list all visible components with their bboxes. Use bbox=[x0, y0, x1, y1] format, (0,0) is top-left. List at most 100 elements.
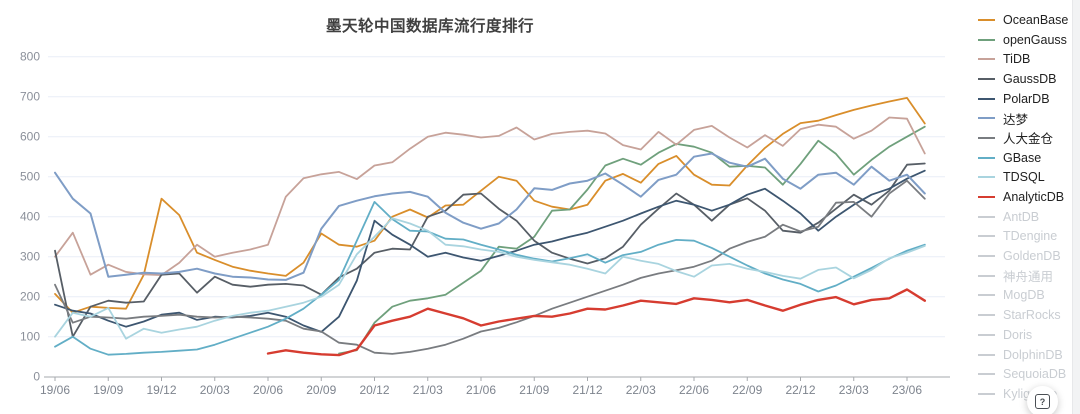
legend-label: GaussDB bbox=[1003, 71, 1057, 86]
legend-label: TDSQL bbox=[1003, 170, 1045, 185]
legend-item-SequoiaDB[interactable]: SequoiaDB bbox=[978, 364, 1076, 384]
legend-label: AntDB bbox=[1003, 209, 1040, 224]
legend-label: PolarDB bbox=[1003, 91, 1050, 106]
legend-label: StarRocks bbox=[1003, 308, 1061, 323]
legend-item-TDengine[interactable]: TDengine bbox=[978, 227, 1076, 247]
legend-label: Doris bbox=[1003, 327, 1033, 342]
y-axis-label: 100 bbox=[20, 330, 40, 344]
legend-label: openGauss bbox=[1003, 32, 1067, 47]
chart-legend: OceanBase openGauss TiDB GaussDB PolarDB 达梦人大… bbox=[978, 10, 1076, 404]
series-line-GBase bbox=[54, 200, 926, 356]
legend-item-Doris[interactable]: Doris bbox=[978, 325, 1076, 345]
legend-label: SequoiaDB bbox=[1003, 367, 1067, 382]
x-axis-label: 22/03 bbox=[626, 383, 656, 397]
legend-swatch bbox=[978, 196, 995, 199]
series-line-TiDB bbox=[54, 116, 926, 277]
chart-title: 墨天轮中国数据库流行度排行 bbox=[325, 18, 534, 35]
x-axis-label: 20/09 bbox=[306, 383, 336, 397]
legend-item-DolphinDB[interactable]: DolphinDB bbox=[978, 345, 1076, 365]
x-axis-label: 21/12 bbox=[572, 383, 602, 397]
help-button[interactable]: ? bbox=[1027, 386, 1058, 414]
legend-item-TDSQL[interactable]: TDSQL bbox=[978, 168, 1076, 188]
legend-swatch bbox=[978, 392, 995, 395]
y-axis-label: 500 bbox=[20, 170, 40, 184]
x-axis-label: 21/03 bbox=[413, 383, 443, 397]
legend-item-MogDB[interactable]: MogDB bbox=[978, 286, 1076, 306]
legend-item-GBase[interactable]: GBase bbox=[978, 148, 1076, 168]
help-icon: ? bbox=[1035, 394, 1050, 409]
page-scrollbar[interactable] bbox=[1072, 0, 1080, 414]
series-line-人大金仓 bbox=[54, 179, 926, 355]
legend-item-openGauss[interactable]: openGauss bbox=[978, 30, 1076, 50]
series-line-PolarDB bbox=[54, 169, 926, 333]
legend-swatch bbox=[978, 274, 995, 277]
y-axis-label: 200 bbox=[20, 290, 40, 304]
legend-label: 神舟通用 bbox=[1003, 270, 1054, 285]
x-axis-label: 19/12 bbox=[146, 383, 176, 397]
series-line-AnalyticDB bbox=[266, 288, 926, 357]
y-axis-label: 700 bbox=[20, 90, 40, 104]
x-axis-label: 23/06 bbox=[892, 383, 922, 397]
y-axis-label: 400 bbox=[20, 210, 40, 224]
legend-label: 人大金仓 bbox=[1003, 132, 1054, 147]
x-axis-label: 21/06 bbox=[466, 383, 496, 397]
legend-swatch bbox=[978, 97, 995, 100]
legend-label: TiDB bbox=[1003, 52, 1031, 67]
legend-label: TDengine bbox=[1003, 229, 1058, 244]
legend-item-AntDB[interactable]: AntDB bbox=[978, 207, 1076, 227]
legend-swatch bbox=[978, 38, 995, 41]
x-axis-label: 22/06 bbox=[679, 383, 709, 397]
legend-label: OceanBase bbox=[1003, 12, 1069, 27]
legend-item-AnalyticDB[interactable]: AnalyticDB bbox=[978, 187, 1076, 207]
legend-swatch bbox=[978, 294, 995, 297]
x-axis-label: 19/09 bbox=[93, 383, 123, 397]
y-axis-label: 800 bbox=[20, 50, 40, 64]
legend-item-StarRocks[interactable]: StarRocks bbox=[978, 305, 1076, 325]
legend-swatch bbox=[978, 255, 995, 258]
legend-item-人大金仓[interactable]: 人大金仓 bbox=[978, 128, 1076, 148]
y-axis-label: 0 bbox=[33, 370, 40, 384]
x-axis-label: 22/09 bbox=[732, 383, 762, 397]
legend-swatch bbox=[978, 353, 995, 356]
y-axis-label: 600 bbox=[20, 130, 40, 144]
series-line-OceanBase bbox=[54, 97, 926, 314]
series-line-openGauss bbox=[338, 125, 926, 355]
x-axis-label: 20/03 bbox=[200, 383, 230, 397]
legend-swatch bbox=[978, 117, 995, 120]
legend-label: MogDB bbox=[1003, 288, 1045, 303]
legend-label: AnalyticDB bbox=[1003, 190, 1065, 205]
legend-swatch bbox=[978, 58, 995, 61]
legend-label: DolphinDB bbox=[1003, 347, 1063, 362]
legend-swatch bbox=[978, 373, 995, 376]
legend-swatch bbox=[978, 176, 995, 179]
series-line-达梦 bbox=[54, 152, 926, 281]
y-axis-label: 300 bbox=[20, 250, 40, 264]
legend-label: GBase bbox=[1003, 150, 1042, 165]
legend-label: GoldenDB bbox=[1003, 249, 1061, 264]
x-axis-label: 23/03 bbox=[839, 383, 869, 397]
legend-swatch bbox=[978, 314, 995, 317]
legend-swatch bbox=[978, 156, 995, 159]
legend-swatch bbox=[978, 136, 995, 139]
legend-item-神舟通用[interactable]: 神舟通用 bbox=[978, 266, 1076, 286]
legend-label: 达梦 bbox=[1003, 112, 1029, 127]
legend-item-GaussDB[interactable]: GaussDB bbox=[978, 69, 1076, 89]
legend-item-OceanBase[interactable]: OceanBase bbox=[978, 10, 1076, 30]
legend-item-达梦[interactable]: 达梦 bbox=[978, 108, 1076, 128]
legend-swatch bbox=[978, 18, 995, 21]
legend-swatch bbox=[978, 235, 995, 238]
legend-item-PolarDB[interactable]: PolarDB bbox=[978, 89, 1076, 109]
x-axis-label: 20/06 bbox=[253, 383, 283, 397]
x-axis-label: 19/06 bbox=[40, 383, 70, 397]
legend-swatch bbox=[978, 215, 995, 218]
legend-item-TiDB[interactable]: TiDB bbox=[978, 49, 1076, 69]
legend-item-GoldenDB[interactable]: GoldenDB bbox=[978, 246, 1076, 266]
legend-swatch bbox=[978, 333, 995, 336]
x-axis-label: 21/09 bbox=[519, 383, 549, 397]
x-axis-label: 20/12 bbox=[359, 383, 389, 397]
x-axis-label: 22/12 bbox=[785, 383, 815, 397]
series-line-TDSQL bbox=[54, 217, 926, 340]
legend-swatch bbox=[978, 77, 995, 80]
